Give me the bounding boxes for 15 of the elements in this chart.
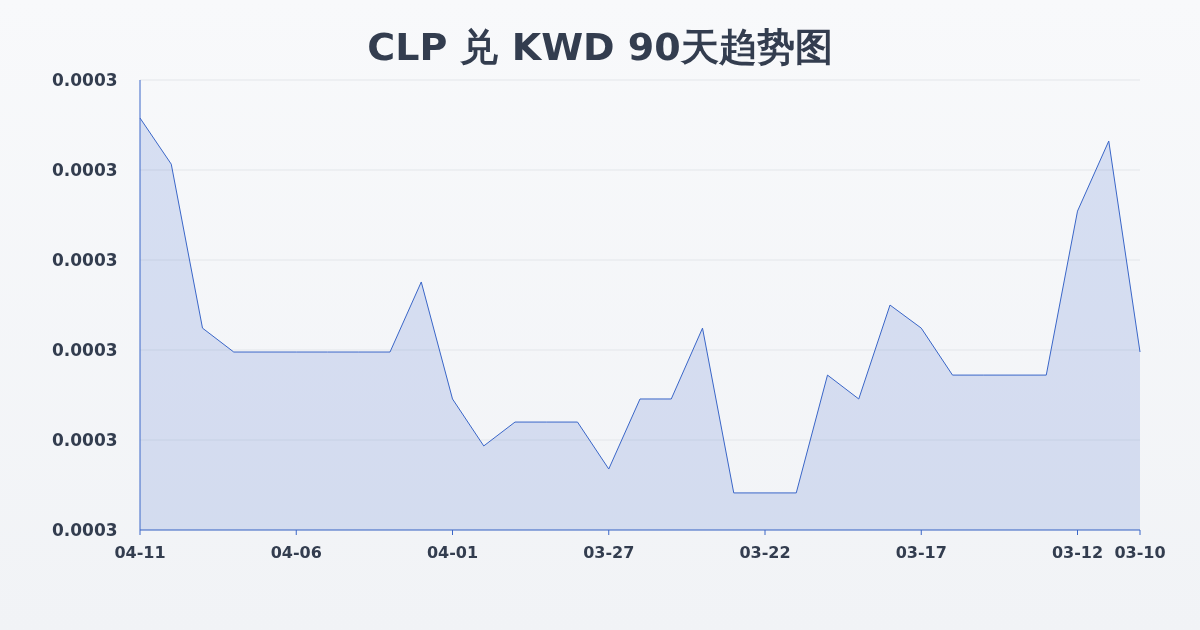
x-tick-label: 03-27 [583, 543, 635, 562]
text: 0.0003 [52, 250, 118, 270]
text: 0.0003 [52, 340, 118, 360]
x-tick-label: 03-17 [895, 543, 947, 562]
text: 0.0003 [52, 70, 118, 90]
x-tick-label: 04-11 [114, 543, 166, 562]
text: 0.0003 [52, 160, 118, 180]
x-tick-label: 04-01 [426, 543, 479, 562]
text: 0.0003 [52, 430, 118, 450]
text: 0.0003 [52, 520, 118, 540]
x-tick-label: 03-22 [739, 543, 791, 562]
x-tick-label: 04-06 [270, 543, 322, 562]
x-tick-label: 03-12 [1051, 543, 1104, 562]
chart-title: CLP 兑 KWD 90天趋势图 [367, 25, 833, 69]
x-tick-label: 03-10 [1114, 543, 1166, 562]
